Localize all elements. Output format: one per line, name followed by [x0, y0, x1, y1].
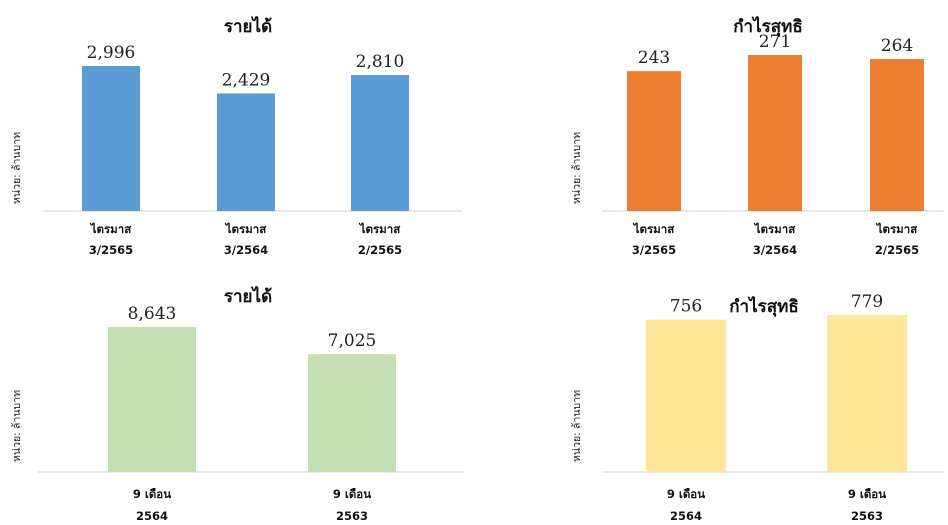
bar [748, 55, 802, 211]
chart-svg: รายได้หน่วย: ล้านบาท 8,643 9 เดือน 2564 7,02… [11, 286, 464, 523]
bar [627, 71, 681, 212]
data-label: 2,429 [222, 70, 271, 90]
data-label: 264 [881, 36, 913, 56]
chart-svg: รายได้หน่วย: ล้านบาท 2,996 ไตรมาส 3/2565 2,4… [11, 16, 462, 257]
x-tick-label-line1: 9 เดือน [848, 487, 886, 501]
x-tick-label-line1: 9 เดือน [667, 487, 705, 501]
y-axis-label: หน่วย: ล้านบาท [11, 132, 23, 204]
chart-title: รายได้ [224, 16, 272, 37]
x-tick-label-line1: ไตรมาส [875, 222, 918, 236]
x-tick-label-line1: ไตรมาส [753, 222, 796, 236]
chart-profit-quarterly: กำไรสุทธิหน่วย: ล้านบาท 243 ไตรมาส 3/2565 27… [560, 0, 948, 262]
bar [870, 59, 924, 211]
data-label: 243 [638, 48, 670, 68]
x-tick-label-line2: 3/2565 [632, 243, 676, 257]
bar [646, 319, 726, 472]
data-label: 2,996 [87, 43, 136, 63]
y-axis-label: หน่วย: ล้านบาท [11, 390, 23, 462]
chart-title: กำไรสุทธิ [733, 16, 802, 37]
x-tick-label-line1: ไตรมาส [224, 222, 267, 236]
x-tick-label-line2: 2564 [670, 509, 702, 523]
x-tick-label-line1: ไตรมาส [632, 222, 675, 236]
x-tick-label-line1: ไตรมาส [89, 222, 132, 236]
bar [82, 66, 140, 211]
x-tick-label-line1: ไตรมาส [358, 222, 401, 236]
x-tick-label-line1: 9 เดือน [333, 487, 371, 501]
y-axis-label: หน่วย: ล้านบาท [571, 390, 583, 462]
data-label: 8,643 [128, 304, 177, 324]
data-label: 779 [851, 292, 883, 312]
y-axis-label: หน่วย: ล้านบาท [571, 132, 583, 204]
data-label: 756 [670, 297, 702, 317]
x-tick-label-line2: 2563 [851, 509, 883, 523]
bar [827, 315, 907, 472]
chart-title: รายได้ [224, 286, 272, 307]
bar [308, 354, 396, 472]
x-tick-label-line1: 9 เดือน [133, 487, 171, 501]
chart-title: กำไรสุทธิ [729, 296, 798, 317]
bar [217, 93, 275, 211]
bar [351, 75, 409, 211]
chart-svg: กำไรสุทธิหน่วย: ล้านบาท 243 ไตรมาส 3/2565 27… [571, 16, 944, 257]
x-tick-label-line2: 3/2565 [89, 243, 133, 257]
x-tick-label-line2: 3/2564 [753, 243, 797, 257]
x-tick-label-line2: 2/2565 [875, 243, 919, 257]
data-label: 2,810 [356, 52, 405, 72]
chart-revenue-quarterly: รายได้หน่วย: ล้านบาท 2,996 ไตรมาส 3/2565 2,4… [0, 0, 474, 262]
x-tick-label-line2: 2/2565 [358, 243, 402, 257]
chart-revenue-9months: รายได้หน่วย: ล้านบาท 8,643 9 เดือน 2564 7,02… [0, 262, 474, 525]
x-tick-label-line2: 2563 [336, 509, 368, 523]
x-tick-label-line2: 3/2564 [224, 243, 268, 257]
data-label: 271 [759, 32, 791, 52]
bar [108, 327, 196, 472]
chart-svg: กำไรสุทธิหน่วย: ล้านบาท 756 9 เดือน 2564 779… [571, 292, 944, 523]
data-label: 7,025 [328, 331, 377, 351]
x-tick-label-line2: 2564 [136, 509, 168, 523]
chart-profit-9months: กำไรสุทธิหน่วย: ล้านบาท 756 9 เดือน 2564 779… [560, 262, 948, 525]
